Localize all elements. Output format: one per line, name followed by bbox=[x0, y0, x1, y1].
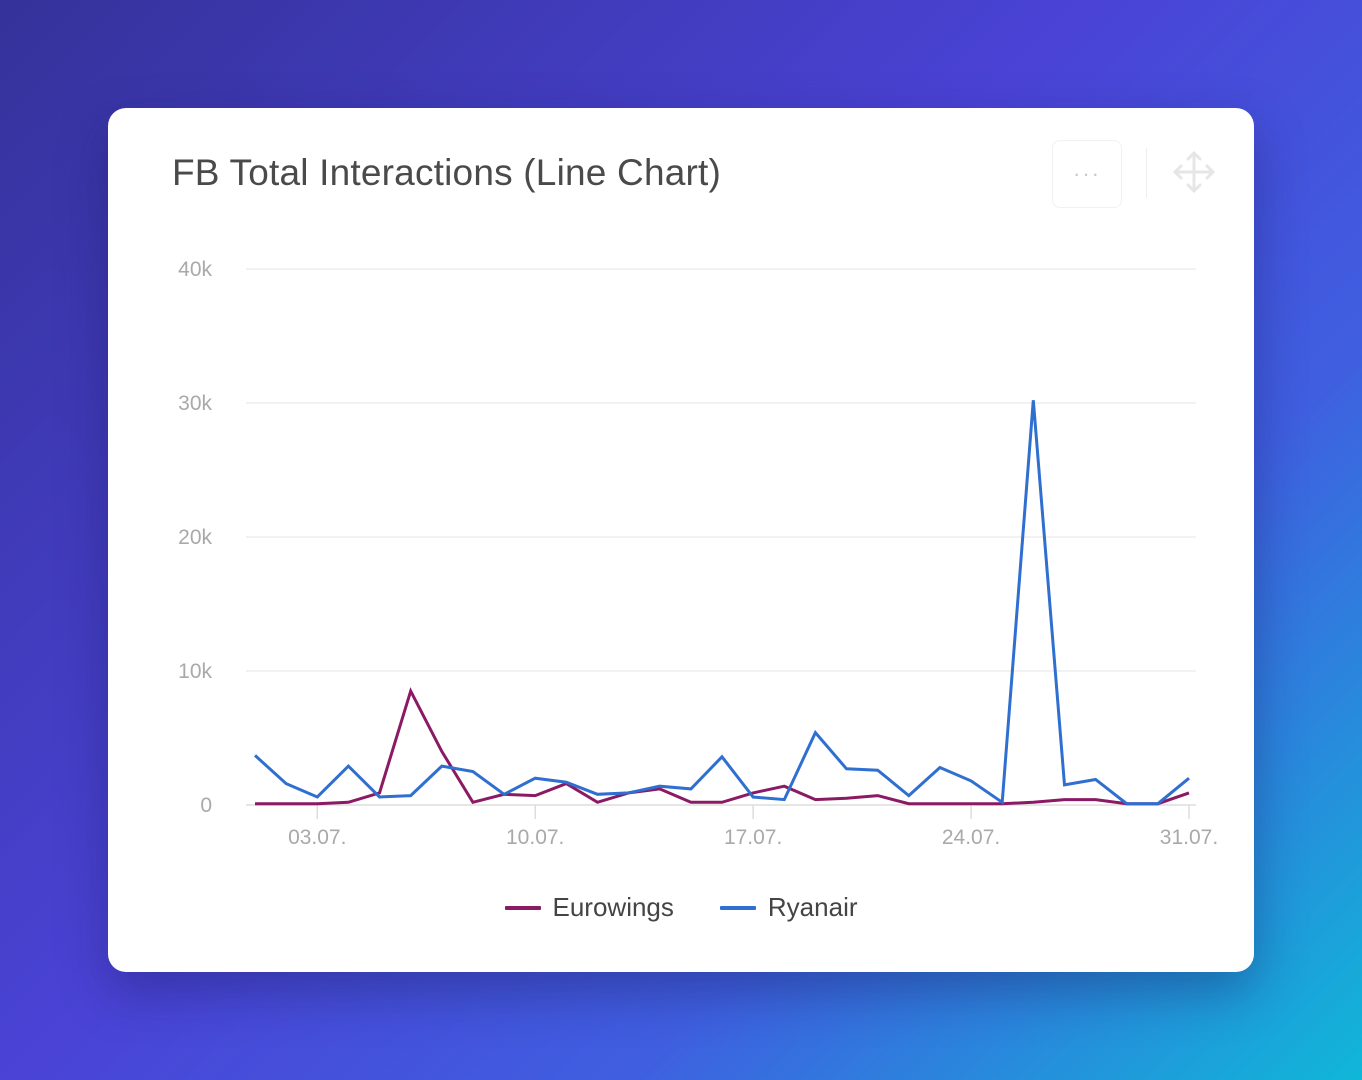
x-tick-label: 31.07. bbox=[1160, 826, 1218, 849]
card-title: FB Total Interactions (Line Chart) bbox=[172, 152, 722, 193]
series-line-ryanair[interactable] bbox=[253, 400, 1190, 806]
legend-label: Eurowings bbox=[552, 892, 674, 922]
legend-label: Ryanair bbox=[767, 892, 858, 922]
y-tick-label: 0 bbox=[200, 794, 212, 817]
y-tick-label: 20k bbox=[178, 526, 212, 549]
chart-legend: Eurowings Ryanair bbox=[108, 892, 1254, 923]
legend-item-ryanair[interactable]: Ryanair bbox=[719, 892, 858, 923]
move-arrows-icon[interactable] bbox=[1170, 148, 1218, 196]
legend-swatch bbox=[504, 905, 541, 910]
legend-swatch bbox=[719, 905, 756, 910]
x-tick-label: 24.07. bbox=[942, 826, 1000, 849]
more-dots-icon: ··· bbox=[1073, 161, 1101, 186]
toolbar-divider bbox=[1146, 148, 1147, 198]
x-tick-label: 17.07. bbox=[724, 826, 782, 849]
x-tick-label: 03.07. bbox=[288, 826, 346, 849]
y-axis-ticks: 0 10k 20k 30k 40k bbox=[178, 258, 212, 817]
series-lines bbox=[253, 400, 1190, 806]
y-tick-label: 10k bbox=[178, 660, 212, 683]
series-line-eurowings[interactable] bbox=[255, 687, 1190, 806]
x-axis-ticks: 03.07. 10.07. 17.07. 24.07. 31.07. bbox=[288, 805, 1218, 849]
x-tick-label: 10.07. bbox=[506, 826, 564, 849]
legend-item-eurowings[interactable]: Eurowings bbox=[504, 892, 674, 923]
chart-card: FB Total Interactions (Line Chart) ··· 0… bbox=[108, 108, 1254, 972]
line-chart: 0 10k 20k 30k 40k 03.07. 10.07. 17.07. 24.07. 31… bbox=[178, 258, 1218, 849]
more-options-button[interactable]: ··· bbox=[1052, 140, 1122, 208]
y-tick-label: 30k bbox=[178, 392, 212, 415]
grid-lines bbox=[246, 268, 1196, 806]
y-tick-label: 40k bbox=[178, 258, 212, 281]
